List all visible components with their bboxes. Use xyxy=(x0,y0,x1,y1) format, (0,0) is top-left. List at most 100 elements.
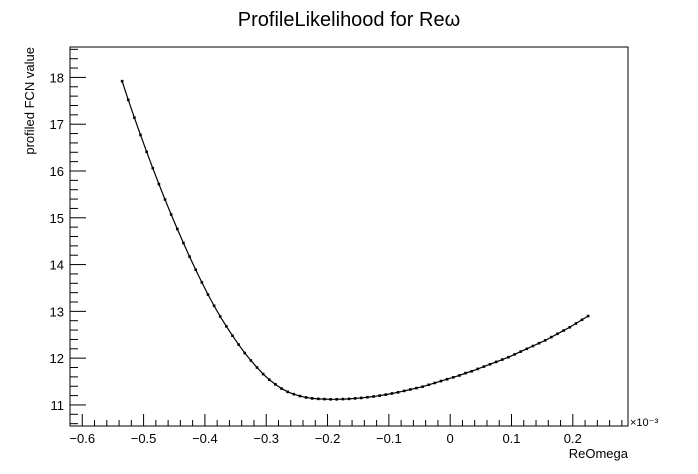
data-point xyxy=(341,397,345,401)
chart-title: ProfileLikelihood for Reω xyxy=(238,9,460,31)
data-point xyxy=(531,344,535,348)
x-tick-label: −0.3 xyxy=(253,431,279,446)
data-point xyxy=(409,388,412,391)
data-point xyxy=(543,339,547,342)
y-axis-ticks xyxy=(70,48,86,425)
y-tick-label: 18 xyxy=(50,70,64,85)
y-tick-label: 12 xyxy=(50,351,64,366)
x-axis-exponent: ×10⁻³ xyxy=(630,417,658,429)
data-point xyxy=(513,353,516,356)
data-point xyxy=(396,391,400,394)
data-point xyxy=(580,318,584,322)
data-point xyxy=(249,359,253,362)
data-point xyxy=(488,362,492,366)
data-point xyxy=(537,341,541,345)
data-point xyxy=(458,374,461,377)
x-tick-label: −0.1 xyxy=(376,431,402,446)
data-point xyxy=(586,314,590,318)
data-point xyxy=(231,334,234,337)
y-axis-tick-labels: 11 12 13 14 15 16 17 18 xyxy=(50,70,64,413)
x-tick-label: 0 xyxy=(447,431,454,446)
data-point xyxy=(482,365,486,368)
data-point xyxy=(206,293,210,296)
data-point xyxy=(451,376,455,379)
y-tick-label: 17 xyxy=(50,117,64,132)
x-tick-label: −0.2 xyxy=(315,431,341,446)
data-point xyxy=(200,281,204,284)
data-point xyxy=(402,389,406,393)
data-point xyxy=(310,397,314,400)
y-tick-label: 11 xyxy=(51,398,65,413)
data-point xyxy=(267,378,271,381)
data-point xyxy=(562,329,565,332)
data-point xyxy=(415,386,418,390)
data-point xyxy=(139,133,142,137)
data-point xyxy=(280,387,283,390)
x-axis-title: ReOmega xyxy=(569,446,629,461)
data-point xyxy=(359,396,363,400)
data-point xyxy=(500,358,504,361)
data-point xyxy=(384,393,388,396)
data-point xyxy=(182,241,185,245)
data-point xyxy=(218,315,222,318)
data-point xyxy=(212,304,216,308)
data-point xyxy=(317,397,320,401)
plot-frame xyxy=(69,46,629,427)
data-point xyxy=(378,394,381,397)
data-point xyxy=(225,325,228,328)
fcn-profile-line xyxy=(121,80,589,400)
data-point xyxy=(390,392,394,395)
data-point xyxy=(421,385,424,388)
data-point xyxy=(286,390,289,394)
x-tick-label: 0.2 xyxy=(564,431,582,446)
data-point xyxy=(372,395,375,398)
data-point xyxy=(157,182,161,186)
data-point xyxy=(347,397,351,401)
data-point xyxy=(145,150,148,154)
x-axis-tick-labels: −0.6 −0.5 −0.4 −0.3 −0.2 −0.1 0 0.1 0.2 xyxy=(69,431,581,446)
data-point xyxy=(176,227,179,231)
data-point xyxy=(126,98,130,102)
data-point xyxy=(439,379,443,383)
data-point xyxy=(550,335,553,339)
data-point xyxy=(120,79,124,83)
data-point xyxy=(494,360,498,364)
data-point xyxy=(194,268,198,272)
data-point xyxy=(298,394,302,398)
data-point xyxy=(304,396,308,399)
data-point xyxy=(507,355,510,359)
data-point xyxy=(261,372,265,376)
y-tick-label: 13 xyxy=(50,304,64,319)
data-point xyxy=(353,397,357,400)
x-tick-label: 0.1 xyxy=(502,431,520,446)
data-point xyxy=(255,366,259,369)
data-point xyxy=(427,383,431,387)
data-point xyxy=(169,213,173,216)
x-axis-ticks xyxy=(81,414,623,426)
data-point xyxy=(464,371,467,375)
y-axis-title: profiled FCN value xyxy=(22,47,37,155)
data-point xyxy=(556,332,559,336)
y-tick-label: 15 xyxy=(50,211,64,226)
data-point xyxy=(366,395,369,399)
data-point xyxy=(476,367,480,371)
x-tick-label: −0.4 xyxy=(192,431,218,446)
y-tick-label: 14 xyxy=(50,258,64,273)
x-tick-label: −0.5 xyxy=(131,431,157,446)
data-point xyxy=(274,383,277,386)
fcn-profile-points xyxy=(120,79,590,401)
data-point xyxy=(323,397,326,401)
data-point xyxy=(335,398,339,401)
data-point xyxy=(433,381,437,385)
data-point xyxy=(151,166,155,170)
data-point xyxy=(525,347,529,351)
data-point xyxy=(163,198,167,201)
data-point xyxy=(445,377,449,381)
x-tick-label: −0.6 xyxy=(69,431,95,446)
data-point xyxy=(519,350,522,353)
data-point xyxy=(188,255,191,258)
data-point xyxy=(243,351,247,355)
data-point xyxy=(470,369,473,373)
data-point xyxy=(329,398,332,401)
